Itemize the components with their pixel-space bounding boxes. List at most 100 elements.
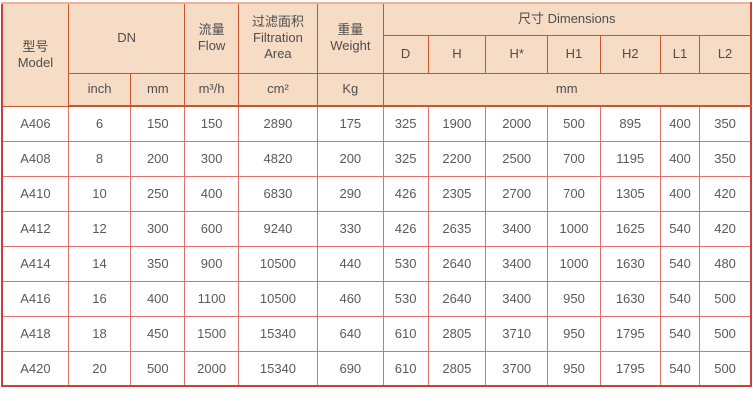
cell-dim-h1: 950 — [547, 350, 601, 387]
cell-filtration-area: 10500 — [237, 280, 319, 317]
cell-dim-h: 2305 — [427, 175, 487, 212]
cell-dim-h1: 500 — [547, 105, 601, 142]
cell-dim-h1: 1000 — [547, 210, 601, 247]
cell-model: A414 — [1, 245, 69, 282]
cell-model: A412 — [1, 210, 69, 247]
weight-header-en: Weight — [330, 38, 371, 54]
col-header-dim-h: H — [427, 34, 487, 74]
col-header-flow: 流量 Flow — [184, 2, 239, 74]
cell-dim-h1: 950 — [547, 315, 601, 352]
flow-header-zh: 流量 — [198, 22, 225, 37]
cell-dn-inch: 16 — [67, 280, 132, 317]
cell-weight: 690 — [317, 350, 384, 387]
cell-filtration-area: 6830 — [237, 175, 319, 212]
cell-dim-h2: 1195 — [599, 140, 661, 177]
table-row: A418 18 450 1500 15340 640 610 2805 3710 950 1795 5… — [1, 315, 752, 352]
cell-model: A420 — [1, 350, 69, 387]
header-row-units: inch mm m³/h cm² Kg mm — [2, 72, 752, 107]
cell-model: A418 — [1, 315, 69, 352]
cell-dim-h: 2640 — [427, 280, 487, 317]
table-row: A416 16 400 1100 10500 460 530 2640 3400 950 1630 5… — [1, 280, 752, 317]
cell-flow: 300 — [184, 140, 239, 177]
filtration-header-en: Filtration Area — [253, 30, 303, 62]
cell-dn-mm: 450 — [130, 315, 186, 352]
col-header-dim-h1: H1 — [547, 34, 601, 74]
cell-weight: 175 — [317, 105, 384, 142]
cell-dim-h2: 1630 — [599, 280, 661, 317]
cell-dim-h1: 950 — [547, 280, 601, 317]
cell-dim-h2: 1625 — [599, 210, 661, 247]
cell-dn-mm: 250 — [130, 175, 186, 212]
table-row: A406 6 150 150 2890 175 325 1900 2000 500 895 400 35… — [1, 105, 752, 142]
table-row: A420 20 500 2000 15340 690 610 2805 3700 950 1795 5… — [1, 350, 752, 387]
filtration-header-zh: 过滤面积 — [251, 13, 304, 29]
cell-dim-hstar: 3710 — [485, 315, 549, 352]
cell-filtration-area: 10500 — [237, 245, 319, 282]
col-header-dim-h2: H2 — [599, 34, 661, 74]
cell-filtration-area: 15340 — [237, 315, 319, 352]
unit-dimensions: mm — [382, 72, 752, 107]
cell-dim-d: 610 — [382, 315, 429, 352]
cell-dn-inch: 20 — [67, 350, 132, 387]
flow-header-en: Flow — [197, 38, 226, 54]
cell-weight: 200 — [317, 140, 384, 177]
cell-dim-hstar: 3400 — [485, 210, 549, 247]
cell-filtration-area: 4820 — [237, 140, 319, 177]
cell-dim-h: 1900 — [427, 105, 487, 142]
header-row-1: 型号 Model DN 流量 Flow 过滤面积 Filtration Area… — [1, 2, 752, 107]
cell-dim-l2: 350 — [699, 140, 752, 177]
cell-dim-d: 426 — [382, 175, 429, 212]
header-row-2: D H H* H1 H2 L1 L2 — [2, 34, 752, 74]
cell-dim-h1: 1000 — [547, 245, 601, 282]
cell-dim-h2: 1795 — [599, 315, 661, 352]
unit-dn-mm: mm — [130, 72, 186, 107]
cell-dim-h2: 1795 — [599, 350, 661, 387]
cell-dim-h: 2200 — [427, 140, 487, 177]
cell-filtration-area: 9240 — [237, 210, 319, 247]
cell-dim-l1: 400 — [659, 140, 701, 177]
cell-dn-inch: 6 — [67, 105, 132, 142]
unit-filtration-area: cm² — [237, 72, 319, 107]
cell-dim-h2: 1630 — [599, 245, 661, 282]
table-header: 型号 Model DN 流量 Flow 过滤面积 Filtration Area… — [1, 2, 752, 107]
cell-dim-d: 530 — [382, 280, 429, 317]
cell-dim-l1: 540 — [659, 315, 701, 352]
cell-flow: 900 — [184, 245, 239, 282]
col-header-dim-l2: L2 — [699, 34, 752, 74]
cell-flow: 400 — [184, 175, 239, 212]
cell-model: A408 — [1, 140, 69, 177]
cell-dim-hstar: 2500 — [485, 140, 549, 177]
unit-weight: Kg — [317, 72, 384, 107]
cell-dn-inch: 12 — [67, 210, 132, 247]
cell-dim-h: 2640 — [427, 245, 487, 282]
cell-dim-l1: 400 — [659, 105, 701, 142]
cell-dim-l2: 500 — [699, 280, 752, 317]
cell-filtration-area: 15340 — [237, 350, 319, 387]
cell-flow: 600 — [184, 210, 239, 247]
cell-dn-mm: 400 — [130, 280, 186, 317]
table-body: A406 6 150 150 2890 175 325 1900 2000 500 895 400 35… — [1, 105, 752, 387]
cell-dn-inch: 10 — [67, 175, 132, 212]
col-header-dn: DN — [67, 2, 186, 74]
col-header-dim-l1: L1 — [659, 34, 701, 74]
weight-header-zh: 重量 — [337, 22, 364, 37]
cell-dim-l2: 420 — [699, 210, 752, 247]
cell-dim-hstar: 3400 — [485, 280, 549, 317]
cell-dn-mm: 300 — [130, 210, 186, 247]
cell-dn-inch: 14 — [67, 245, 132, 282]
cell-flow: 1100 — [184, 280, 239, 317]
table-row: A408 8 200 300 4820 200 325 2200 2500 700 1195 400 3… — [1, 140, 752, 177]
cell-model: A410 — [1, 175, 69, 212]
model-header-zh: 型号 — [22, 38, 49, 54]
cell-dim-h2: 895 — [599, 105, 661, 142]
cell-dim-l2: 480 — [699, 245, 752, 282]
cell-dim-hstar: 3400 — [485, 245, 549, 282]
cell-model: A416 — [1, 280, 69, 317]
cell-dn-mm: 500 — [130, 350, 186, 387]
cell-dim-d: 325 — [382, 105, 429, 142]
col-header-model: 型号 Model — [1, 2, 69, 107]
cell-dn-mm: 200 — [130, 140, 186, 177]
cell-flow: 2000 — [184, 350, 239, 387]
cell-model: A406 — [1, 105, 69, 142]
cell-weight: 460 — [317, 280, 384, 317]
